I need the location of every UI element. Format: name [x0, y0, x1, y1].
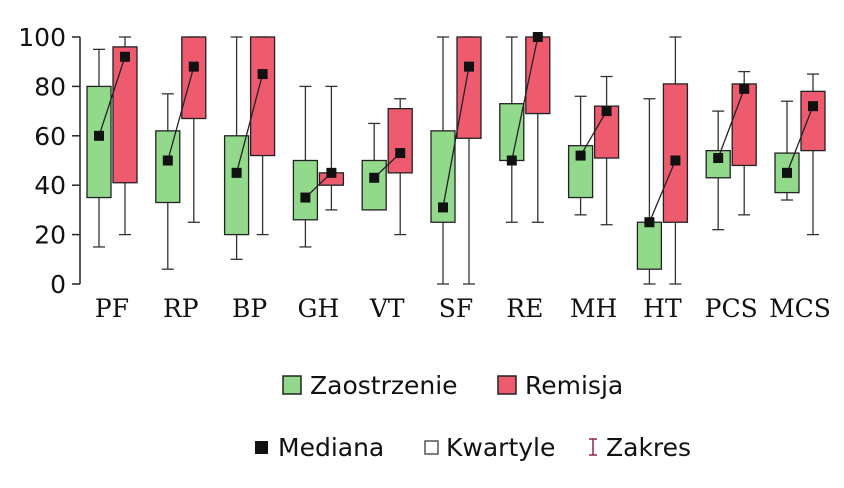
category-group-mh — [567, 75, 620, 226]
box-zaostrzenie-ht — [636, 221, 663, 270]
median-marker-zaostrzenie-sf — [438, 202, 448, 213]
median-marker-zaostrzenie-vt — [369, 172, 380, 183]
median-link-ht — [648, 160, 676, 223]
x-tick-label-pcs: PCS — [705, 294, 758, 323]
category-group-mcs — [774, 73, 826, 236]
median-marker-zaostrzenie-bp — [231, 167, 242, 178]
median-link-pcs — [717, 88, 745, 159]
median-marker-zaostrzenie-mh — [575, 150, 586, 161]
box-zaostrzenie-vt — [361, 159, 387, 211]
y-tick-label-40: 40 — [34, 171, 66, 200]
box-remisja-vt — [387, 107, 413, 174]
median-marker-remisja-vt — [395, 148, 406, 159]
median-marker-zaostrzenie-pf — [94, 130, 104, 141]
category-group-re — [499, 32, 551, 223]
y-tick-label-60: 60 — [34, 122, 66, 151]
x-tick-label-mcs: MCS — [769, 294, 831, 323]
category-group-vt — [361, 98, 413, 236]
median-marker-remisja-pf — [120, 51, 130, 62]
legend: Zaostrzenie Remisja Mediana Kwartyle Zak… — [255, 371, 691, 462]
box-remisja-pf — [112, 46, 138, 184]
box-zaostrzenie-pf — [86, 85, 112, 199]
box-remisja-pcs — [731, 83, 757, 167]
box-remisja-rp — [181, 36, 207, 120]
y-axis: 0 20 40 60 80 100 — [18, 23, 81, 299]
box-zaostrzenie-bp — [223, 135, 250, 236]
category-group-bp — [223, 36, 276, 260]
x-tick-label-rp: RP — [163, 294, 199, 323]
median-marker-remisja-sf — [464, 61, 474, 72]
x-tick-label-sf: SF — [439, 294, 473, 323]
legend-swatch-zaostrzenie — [282, 375, 302, 395]
median-marker-remisja-ht — [670, 155, 681, 166]
x-tick-label-vt: VT — [369, 294, 405, 323]
legend-marker-median — [255, 441, 268, 454]
median-link-mcs — [786, 105, 814, 174]
x-tick-label-ht: HT — [643, 294, 682, 323]
legend-label-remisja: Remisja — [525, 371, 623, 400]
x-axis: PF RP BP GH VT SF RE MH HT PCS MCS — [95, 294, 831, 323]
box-remisja-bp — [249, 36, 276, 157]
x-tick-label-gh: GH — [298, 294, 340, 323]
category-group-pcs — [705, 70, 757, 231]
median-marker-zaostrzenie-gh — [300, 192, 311, 203]
median-link-bp — [235, 73, 264, 174]
legend-marker-quartiles — [424, 440, 439, 455]
x-tick-label-bp: BP — [232, 294, 267, 323]
legend-label-median: Mediana — [278, 433, 384, 462]
legend-label-zaostrzenie: Zaostrzenie — [310, 371, 458, 400]
box-zaostrzenie-rp — [155, 130, 181, 204]
box-zaostrzenie-re — [499, 103, 525, 162]
x-tick-label-mh: MH — [570, 294, 617, 323]
plot-area — [86, 32, 826, 285]
x-tick-label-pf: PF — [95, 294, 129, 323]
median-marker-zaostrzenie-rp — [162, 155, 173, 166]
median-marker-zaostrzenie-pcs — [713, 153, 724, 164]
median-link-pf — [98, 56, 126, 137]
median-marker-zaostrzenie-re — [506, 155, 517, 166]
y-tick-label-20: 20 — [34, 221, 66, 250]
category-group-gh — [292, 85, 345, 248]
y-tick-label-100: 100 — [18, 23, 66, 52]
median-marker-remisja-rp — [188, 61, 199, 72]
y-tick-label-0: 0 — [50, 270, 66, 299]
box-remisja-sf — [456, 36, 482, 139]
median-marker-zaostrzenie-mcs — [782, 167, 792, 178]
median-marker-remisja-mh — [601, 106, 612, 117]
legend-label-quartiles: Kwartyle — [446, 433, 555, 462]
legend-marker-range — [589, 438, 597, 456]
median-marker-remisja-re — [532, 32, 543, 42]
category-group-rp — [155, 36, 207, 270]
median-link-rp — [167, 66, 195, 161]
median-marker-remisja-mcs — [808, 101, 818, 112]
median-link-re — [511, 36, 539, 161]
box-remisja-mcs — [800, 90, 826, 152]
category-group-pf — [86, 36, 138, 248]
legend-swatch-remisja — [497, 375, 517, 395]
median-link-sf — [442, 66, 470, 208]
category-group-ht — [636, 36, 689, 285]
x-tick-label-re: RE — [506, 294, 543, 323]
box-remisja-ht — [662, 83, 689, 223]
y-tick-label-80: 80 — [34, 72, 66, 101]
median-marker-remisja-pcs — [739, 83, 750, 94]
median-marker-remisja-gh — [326, 167, 337, 178]
median-marker-remisja-bp — [257, 69, 268, 80]
median-link-mh — [580, 110, 608, 156]
legend-label-range: Zakres — [606, 433, 691, 462]
median-marker-zaostrzenie-ht — [644, 217, 655, 228]
category-group-sf — [430, 36, 482, 285]
